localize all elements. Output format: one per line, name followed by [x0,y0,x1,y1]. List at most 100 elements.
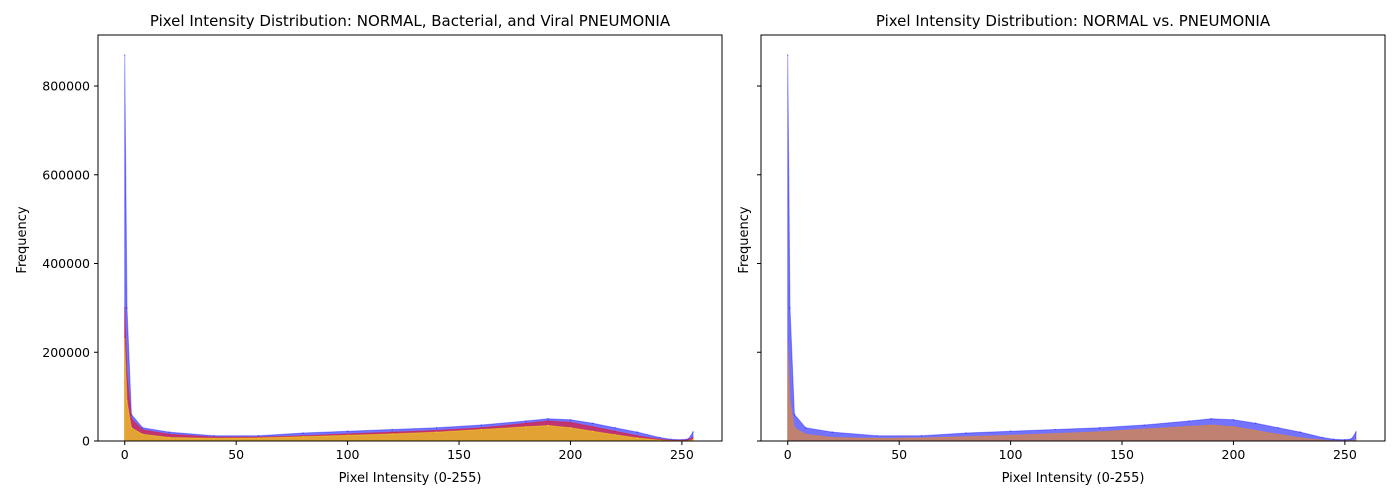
data-point [1143,424,1146,426]
chart-title: Pixel Intensity Distribution: NORMAL vs.… [876,12,1271,30]
data-point [681,438,683,441]
data-point [1355,431,1357,433]
x-tick-label: 200 [559,447,583,462]
data-point [1009,430,1012,433]
data-point [213,437,215,440]
data-point [1009,434,1012,437]
data-point [636,437,639,439]
data-point [525,422,527,425]
data-point [1299,437,1302,439]
x-tick-label: 0 [121,447,129,462]
data-point [658,436,661,439]
axes-frame [760,34,1386,442]
data-point [789,307,791,309]
data-point [1344,438,1346,441]
data-point [692,436,694,439]
data-point [831,436,834,439]
data-point [569,426,572,429]
data-point [687,438,690,441]
data-point [525,420,527,422]
data-point [569,421,572,424]
x-tick-label: 250 [1333,447,1357,462]
data-point [636,431,639,433]
data-point [302,432,304,434]
data-point [786,342,789,345]
data-point [614,434,616,436]
data-point [435,429,438,432]
data-point [591,426,594,428]
data-point [547,420,549,422]
data-point [123,307,126,309]
data-point [793,413,796,416]
x-tick-label: 150 [1110,447,1134,462]
data-point [1098,430,1101,433]
data-point [168,431,171,433]
plot-area [123,54,694,442]
data-point [346,433,349,435]
data-point [213,434,215,437]
x-tick-label: 200 [1222,447,1246,462]
data-point [793,426,796,429]
x-axis-ticks: 0 50 100 150 200 250 [121,441,694,462]
y-axis-label: Frequency [15,206,30,273]
data-point [547,424,549,427]
data-point [141,433,144,436]
data-point [1321,436,1324,439]
chart-panel-right: Pixel Intensity Distribution: NORMAL vs.… [737,12,1386,486]
data-point [213,436,215,438]
data-point [435,431,438,433]
data-point [1210,424,1212,426]
data-point [126,373,128,376]
x-axis-label: Pixel Intensity (0-255) [339,471,482,486]
data-point [1098,426,1101,429]
y-tick-label: 400000 [42,256,90,271]
y-tick-label: 600000 [42,167,90,182]
y-axis-ticks [757,85,761,442]
y-tick-label: 200000 [42,345,90,360]
data-point [591,430,594,433]
data-point [391,431,394,433]
data-point [614,430,616,433]
data-point [1054,432,1056,435]
data-point [804,426,807,429]
data-point [658,438,661,441]
data-point [126,400,128,402]
axes-frame [97,34,723,442]
data-point [614,426,616,429]
data-point [1210,418,1212,420]
data-point [257,436,260,438]
data-point [1188,420,1190,422]
y-axis-label: Frequency [737,206,752,273]
data-point [965,435,967,438]
data-point [1188,425,1190,428]
data-point [547,418,549,420]
data-point [168,436,171,439]
data-point [591,422,594,425]
x-tick-label: 100 [999,447,1023,462]
data-point [1254,422,1257,425]
data-point [1254,429,1257,432]
data-point [257,437,260,439]
data-point [804,433,807,436]
data-point [1277,426,1279,429]
data-point [1332,438,1335,441]
data-point [346,434,349,437]
chart-panel-left: Pixel Intensity Distribution: NORMAL, Ba… [15,12,723,486]
data-point [123,338,126,340]
series-area-1 [124,307,694,442]
data-point [687,438,690,440]
data-point [692,431,694,433]
data-point [636,434,639,437]
data-point [920,437,923,439]
data-point [669,438,672,441]
data-point [126,307,128,309]
data-point [130,426,133,429]
data-point [525,426,527,428]
data-point [786,54,789,56]
y-tick-label: 0 [82,434,90,449]
data-point [435,426,438,429]
data-point [168,433,171,436]
data-point [876,437,878,440]
y-tick-label: 800000 [42,79,90,94]
x-tick-label: 50 [228,447,244,462]
